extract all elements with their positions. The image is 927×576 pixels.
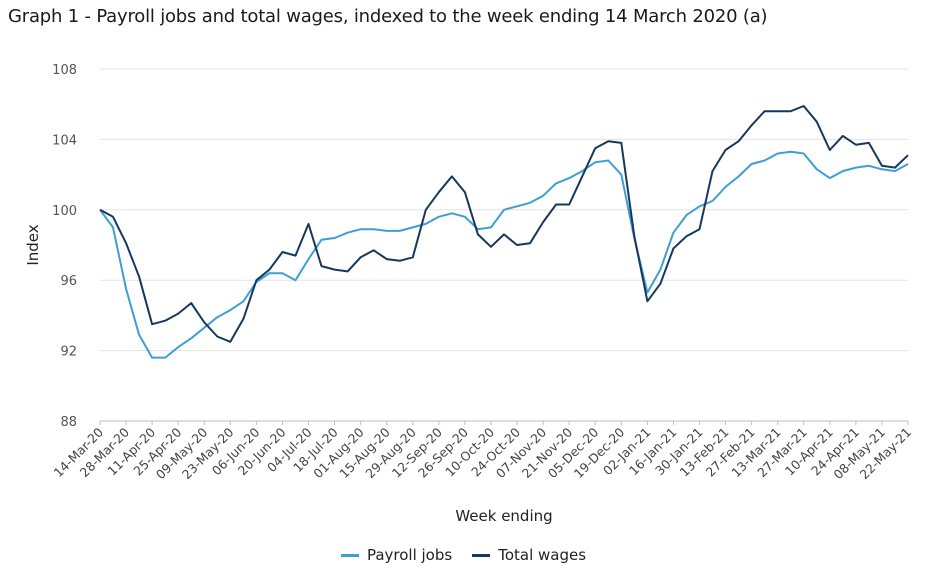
legend-label-payroll-jobs: Payroll jobs bbox=[366, 546, 453, 564]
y-tick-label: 108 bbox=[52, 63, 77, 78]
y-axis-ticks: 88 92 96 100 104 108 bbox=[52, 63, 77, 430]
legend-item-total-wages: Total wages bbox=[472, 546, 586, 564]
y-tick-label: 88 bbox=[60, 415, 77, 430]
grid-lines bbox=[100, 68, 908, 422]
y-axis-label: Index bbox=[24, 224, 42, 265]
y-tick-label: 100 bbox=[52, 204, 77, 219]
x-axis-label: Week ending bbox=[455, 507, 552, 525]
y-tick-label: 104 bbox=[52, 133, 77, 148]
series-line-payroll-jobs bbox=[99, 150, 909, 359]
line-chart: 88 92 96 100 104 108 14-Mar-2028-Mar-2011-Apr… bbox=[24, 63, 914, 525]
y-tick-label: 96 bbox=[60, 274, 77, 289]
legend: Payroll jobs Total wages bbox=[0, 546, 927, 564]
series-lines bbox=[99, 105, 909, 359]
chart-title: Graph 1 - Payroll jobs and total wages, … bbox=[8, 6, 768, 27]
legend-item-payroll-jobs: Payroll jobs bbox=[340, 546, 453, 564]
legend-swatch-total-wages bbox=[472, 553, 491, 557]
series-line-total-wages bbox=[99, 105, 909, 343]
legend-swatch-payroll-jobs bbox=[340, 553, 359, 557]
x-axis-ticks: 14-Mar-2028-Mar-2011-Apr-2025-Apr-2009-M… bbox=[51, 421, 914, 482]
y-tick-label: 92 bbox=[60, 345, 77, 360]
legend-label-total-wages: Total wages bbox=[498, 546, 587, 564]
